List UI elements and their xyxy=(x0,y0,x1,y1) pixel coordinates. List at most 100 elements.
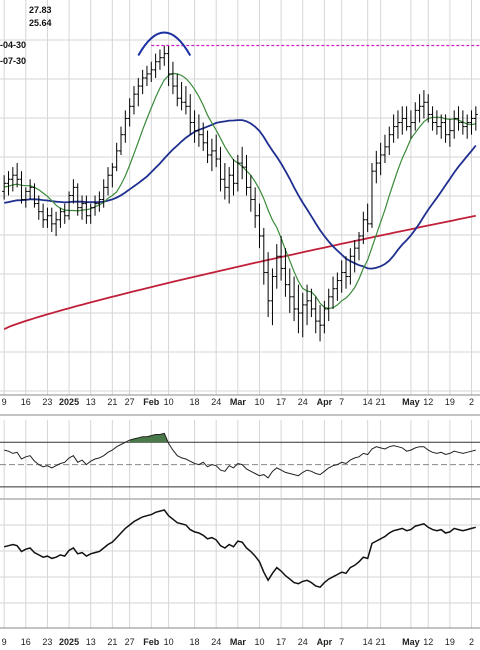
lower-panel xyxy=(4,509,476,589)
ma-slow-line xyxy=(3,214,476,331)
price-bar xyxy=(201,122,206,151)
legend-value-2: 25.64 xyxy=(29,18,52,28)
price-bar xyxy=(106,167,111,196)
price-bar xyxy=(469,110,474,135)
price-bar xyxy=(447,118,452,147)
price-bar xyxy=(430,106,435,131)
x-tick-label: 21 xyxy=(107,397,117,407)
x-tick-label: 14 xyxy=(363,397,373,407)
x-tick-label: 13 xyxy=(86,637,96,647)
price-bar xyxy=(365,203,370,232)
x-tick-label: May xyxy=(402,637,420,647)
x-tick-label: 17 xyxy=(276,397,286,407)
price-bar xyxy=(67,191,72,220)
price-bar xyxy=(408,110,413,139)
price-bar xyxy=(80,195,85,220)
x-tick-label: 24 xyxy=(211,637,221,647)
price-bar xyxy=(140,69,145,95)
price-bar xyxy=(192,110,197,143)
price-bar xyxy=(123,110,128,143)
price-bar xyxy=(339,260,344,293)
price-bar xyxy=(235,154,240,192)
price-bar xyxy=(244,154,249,196)
rsi-overbought-fill xyxy=(129,433,169,443)
moving-averages xyxy=(3,72,477,331)
price-bar xyxy=(15,163,20,188)
legend-values: 27.83 25.64 -04-30 -07-30 xyxy=(0,5,52,66)
price-bar xyxy=(218,146,223,192)
x-axis-labels: 991616232320252025131321212727FebFeb1010… xyxy=(2,397,474,647)
price-bar xyxy=(162,45,167,66)
x-tick-label: 24 xyxy=(211,397,221,407)
price-bar xyxy=(28,179,33,200)
price-bar xyxy=(32,183,37,208)
x-tick-label: 2025 xyxy=(59,397,79,407)
x-tick-label: 21 xyxy=(107,637,117,647)
price-bar xyxy=(196,114,201,147)
price-bar xyxy=(391,114,396,143)
x-tick-label: 23 xyxy=(42,637,52,647)
price-bar xyxy=(305,284,310,326)
price-bar xyxy=(460,110,465,135)
x-tick-label: Feb xyxy=(143,397,160,407)
price-bar xyxy=(443,114,448,143)
price-bar xyxy=(6,171,11,196)
price-bar xyxy=(49,207,54,232)
annotations xyxy=(137,31,480,57)
price-bar xyxy=(387,126,392,155)
lower-indicator-line xyxy=(4,509,476,589)
price-bar xyxy=(209,138,214,172)
price-bar xyxy=(179,82,184,111)
legend-value-4: -07-30 xyxy=(0,56,26,66)
rsi-line xyxy=(4,432,476,479)
x-tick-label: Mar xyxy=(230,637,247,647)
top-arc xyxy=(137,31,192,57)
x-tick-label: Apr xyxy=(317,397,333,407)
x-tick-label: 27 xyxy=(125,397,135,407)
price-bar xyxy=(227,167,232,204)
price-bar xyxy=(222,163,227,200)
grid-layer xyxy=(0,0,480,629)
price-bar xyxy=(175,73,180,107)
x-tick-label: 10 xyxy=(164,637,174,647)
price-bar xyxy=(93,195,98,216)
x-tick-label: 7 xyxy=(339,397,344,407)
x-tick-label: 10 xyxy=(164,397,174,407)
price-bar xyxy=(214,134,219,168)
price-bar xyxy=(283,248,288,297)
x-tick-label: 18 xyxy=(190,397,200,407)
price-bar xyxy=(279,236,284,281)
x-tick-label: 18 xyxy=(190,637,200,647)
price-bar xyxy=(439,114,444,139)
price-bar xyxy=(421,90,426,119)
price-bar xyxy=(2,175,7,200)
x-tick-label: Apr xyxy=(317,637,333,647)
price-bar xyxy=(240,146,245,180)
price-bar xyxy=(261,227,266,285)
price-bar xyxy=(417,94,422,123)
x-tick-label: 2 xyxy=(469,397,474,407)
price-bar xyxy=(395,110,400,139)
price-bar xyxy=(97,191,102,212)
price-bar xyxy=(326,288,331,322)
price-bar xyxy=(36,195,41,220)
price-bar xyxy=(54,211,59,236)
price-bars xyxy=(2,45,478,342)
x-tick-label: 14 xyxy=(363,637,373,647)
price-bar xyxy=(426,94,431,123)
ma-mid-line xyxy=(4,119,477,270)
x-tick-label: 7 xyxy=(339,637,344,647)
price-bar xyxy=(413,102,418,131)
price-bar xyxy=(287,268,292,313)
price-bar xyxy=(188,94,193,135)
legend-value-1: 27.83 xyxy=(29,5,52,15)
price-bar xyxy=(382,134,387,164)
x-tick-label: 12 xyxy=(423,637,433,647)
price-bar xyxy=(292,276,297,322)
price-bar xyxy=(119,126,123,155)
price-bar xyxy=(266,252,271,318)
price-bar xyxy=(335,272,340,301)
price-bar xyxy=(144,65,149,87)
price-bar xyxy=(183,86,188,115)
